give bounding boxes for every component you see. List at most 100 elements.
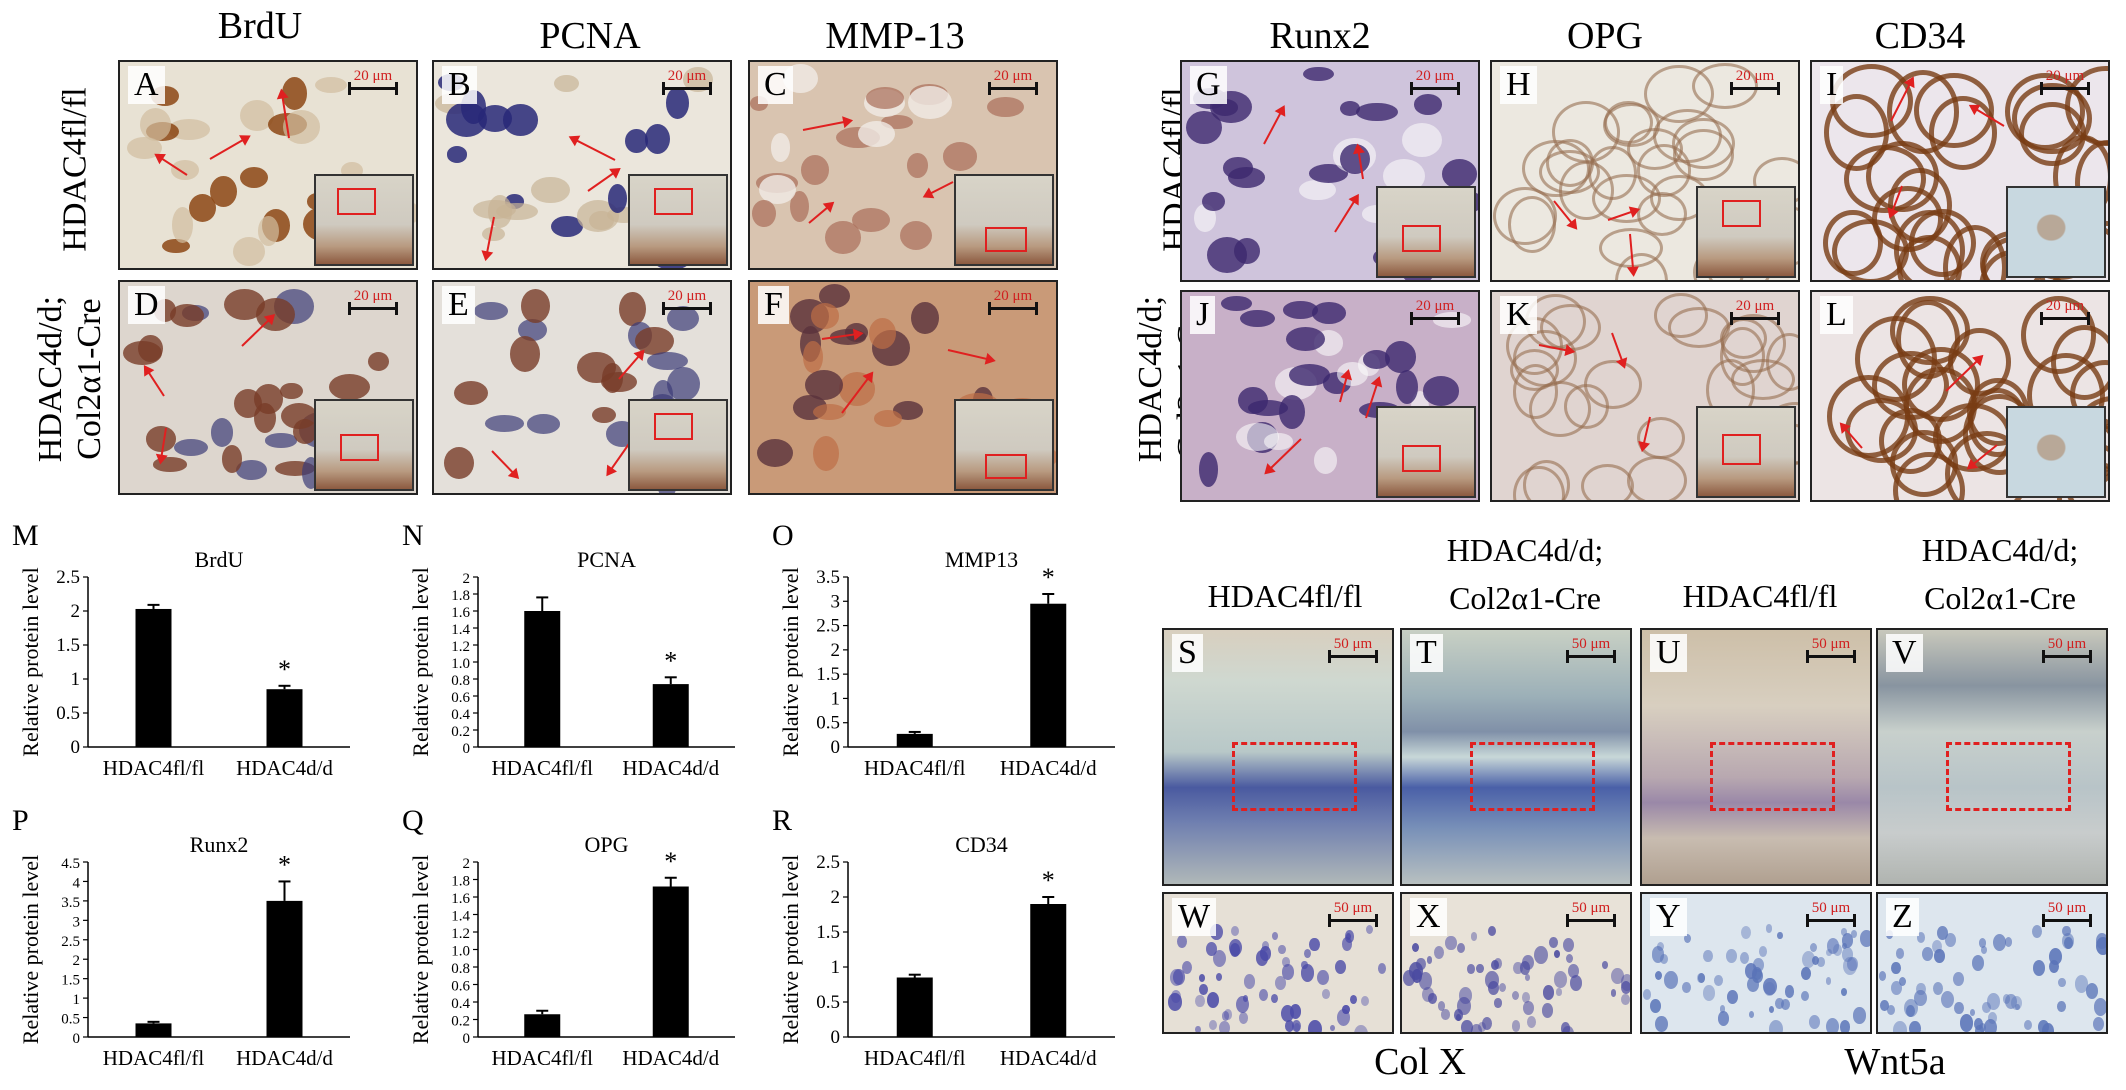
y-tick-label: 1 <box>831 957 841 978</box>
cell-shape <box>1697 973 1706 983</box>
scale-bar: 20 μm <box>1730 298 1780 325</box>
scale-bar-line <box>1566 650 1616 663</box>
region-of-interest-box <box>1402 444 1441 472</box>
cell-shape <box>1308 1020 1323 1032</box>
x-tick-label: HDAC4d/d <box>622 756 719 780</box>
cell-shape <box>1652 109 1722 164</box>
cell-shape <box>139 108 171 142</box>
scale-bar: 20 μm <box>1730 68 1780 95</box>
cell-shape <box>1521 992 1530 1003</box>
panel-letter: Y <box>1650 898 1687 936</box>
row-label-left-bottom: HDAC4d/d; Col2α1-Cre <box>31 269 109 489</box>
cell-shape <box>1285 1020 1295 1032</box>
panel-letter: R <box>772 804 792 837</box>
ish-panel-v: V 50 μm <box>1876 628 2108 886</box>
cell-shape <box>1543 985 1555 1000</box>
y-tick-label: 2.5 <box>816 616 840 637</box>
cell-shape <box>1215 972 1223 982</box>
cell-shape <box>1274 975 1286 990</box>
cell-shape <box>1758 946 1767 957</box>
cell-shape <box>1335 959 1347 975</box>
y-axis-label: Relative protein level <box>18 855 43 1044</box>
cell-shape <box>1565 953 1573 963</box>
x-tick-label: HDAC4d/d <box>622 1046 719 1070</box>
scale-bar: 20 μm <box>1410 68 1460 95</box>
cell-shape <box>1621 993 1630 1006</box>
chart-title: PCNA <box>577 547 636 572</box>
cell-shape <box>1289 364 1330 386</box>
cell-shape <box>1511 1020 1521 1032</box>
cell-shape <box>1983 1018 1997 1032</box>
cell-shape <box>607 184 627 214</box>
cell-shape <box>1784 985 1795 998</box>
cell-shape <box>770 133 791 162</box>
x-tick-label: HDAC4d/d <box>1000 1046 1097 1070</box>
cell-shape <box>899 220 932 251</box>
cell-shape <box>1860 930 1870 947</box>
cell-shape <box>1329 1024 1335 1032</box>
scale-bar-line <box>2040 82 2090 95</box>
cell-shape <box>1842 942 1848 950</box>
cell-shape <box>1285 327 1325 351</box>
cell-shape <box>1809 943 1817 953</box>
significance-asterisk: * <box>1042 866 1055 895</box>
bar <box>135 608 172 747</box>
significance-asterisk: * <box>664 646 677 675</box>
region-of-interest-box <box>340 434 379 462</box>
cell-shape <box>1937 925 1949 941</box>
bar <box>652 684 689 747</box>
cell-shape <box>1660 954 1668 965</box>
overview-inset <box>2006 186 2106 278</box>
cell-shape <box>1703 985 1716 1001</box>
y-tick-label: 0.5 <box>816 992 840 1013</box>
cell-shape <box>1441 1009 1450 1020</box>
cell-shape <box>1426 956 1433 964</box>
cell-shape <box>1664 971 1678 989</box>
cell-shape <box>1282 964 1294 980</box>
panel-letter: O <box>772 519 794 552</box>
panel-letter: H <box>1500 66 1537 104</box>
cell-shape <box>869 318 897 349</box>
scale-bar-label: 20 μm <box>667 68 707 84</box>
panel-letter: J <box>1190 296 1216 334</box>
overview-inset <box>1376 406 1476 498</box>
cell-shape <box>1654 970 1663 981</box>
cell-shape <box>1499 982 1507 992</box>
cell-shape <box>1569 975 1583 992</box>
scale-bar: 20 μm <box>988 288 1038 315</box>
cell-shape <box>517 318 547 341</box>
cell-shape <box>1541 1003 1553 1018</box>
cell-shape <box>1587 145 1638 200</box>
cell-shape <box>367 351 390 372</box>
cell-shape <box>812 403 846 420</box>
cell-shape <box>509 336 541 372</box>
cell-shape <box>1777 931 1783 939</box>
cell-shape <box>1350 995 1357 1005</box>
cell-shape <box>1513 961 1523 975</box>
cell-shape <box>1601 961 1608 969</box>
y-tick-label: 1 <box>73 992 81 1008</box>
cell-shape <box>1283 301 1319 319</box>
cell-shape <box>1199 983 1208 996</box>
cell-shape <box>2005 993 2017 1010</box>
panel-letter: F <box>758 286 789 324</box>
cell-shape <box>1235 995 1250 1014</box>
cell-shape <box>265 433 298 448</box>
y-tick-label: 1.2 <box>451 926 470 942</box>
cell-shape <box>1485 971 1499 989</box>
cell-shape <box>1841 928 1848 936</box>
cell-shape <box>1718 1011 1730 1027</box>
scale-bar: 20 μm <box>988 68 1038 95</box>
y-tick-label: 1.4 <box>451 622 470 638</box>
scale-bar-label: 20 μm <box>1415 298 1455 314</box>
cell-shape <box>1445 935 1457 951</box>
cell-shape <box>137 334 163 362</box>
region-of-interest-box <box>984 227 1028 253</box>
scale-bar-line <box>348 82 398 95</box>
cell-shape <box>803 340 823 374</box>
scale-bar-label: 20 μm <box>993 68 1033 84</box>
y-tick-label: 2 <box>73 953 81 969</box>
scale-bar-label: 50 μm <box>1811 900 1851 916</box>
y-tick-label: 1.2 <box>451 639 470 655</box>
cell-shape <box>800 154 830 185</box>
